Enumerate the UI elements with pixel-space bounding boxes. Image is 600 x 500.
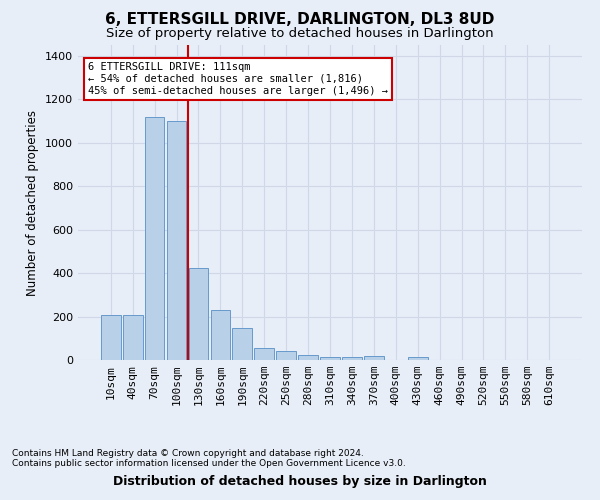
Bar xyxy=(364,356,384,360)
Text: 6 ETTERSGILL DRIVE: 111sqm
← 54% of detached houses are smaller (1,816)
45% of s: 6 ETTERSGILL DRIVE: 111sqm ← 54% of deta… xyxy=(88,62,388,96)
Bar xyxy=(408,358,428,360)
Y-axis label: Number of detached properties: Number of detached properties xyxy=(26,110,40,296)
Bar xyxy=(298,354,318,360)
Bar xyxy=(320,358,340,360)
Bar xyxy=(188,268,208,360)
Bar xyxy=(254,348,274,360)
Bar xyxy=(276,352,296,360)
Text: Size of property relative to detached houses in Darlington: Size of property relative to detached ho… xyxy=(106,28,494,40)
Bar xyxy=(211,310,230,360)
Bar xyxy=(167,121,187,360)
Text: Contains public sector information licensed under the Open Government Licence v3: Contains public sector information licen… xyxy=(12,458,406,468)
Text: 6, ETTERSGILL DRIVE, DARLINGTON, DL3 8UD: 6, ETTERSGILL DRIVE, DARLINGTON, DL3 8UD xyxy=(106,12,494,28)
Text: Distribution of detached houses by size in Darlington: Distribution of detached houses by size … xyxy=(113,474,487,488)
Bar xyxy=(232,328,252,360)
Bar xyxy=(342,358,362,360)
Text: Contains HM Land Registry data © Crown copyright and database right 2024.: Contains HM Land Registry data © Crown c… xyxy=(12,448,364,458)
Bar xyxy=(123,315,143,360)
Bar xyxy=(145,116,164,360)
Bar xyxy=(101,315,121,360)
